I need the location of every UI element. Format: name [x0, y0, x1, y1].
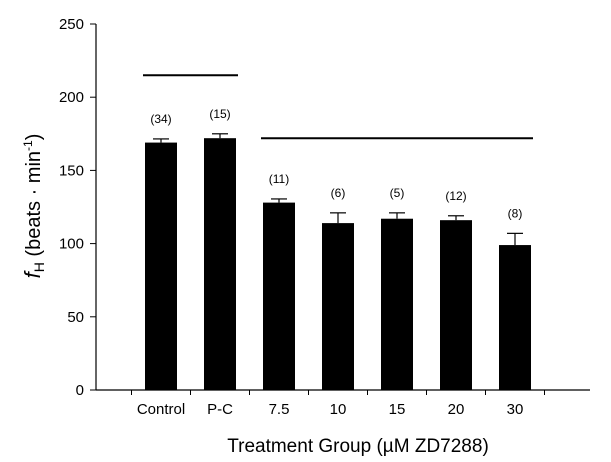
bar — [499, 245, 531, 390]
sample-size-labels: (34) (15) (11) (6) (5) (12) (8) — [150, 107, 522, 221]
x-tick-label: 10 — [330, 401, 347, 418]
y-tick-label: 50 — [67, 309, 84, 326]
y-axis-units-close: ) — [23, 134, 45, 141]
x-tick-label: 7.5 — [269, 401, 290, 418]
x-tick-label: 20 — [448, 401, 465, 418]
bar — [145, 142, 177, 390]
sample-size-label: (15) — [209, 107, 230, 121]
y-tick-label: 0 — [76, 382, 84, 399]
y-tick-label: 200 — [59, 89, 84, 106]
y-tick-labels: 0 50 100 150 200 250 — [59, 16, 84, 399]
sample-size-label: (12) — [445, 189, 466, 203]
bar — [440, 220, 472, 390]
sample-size-label: (11) — [269, 172, 289, 186]
x-tick-label: Control — [137, 401, 185, 418]
y-axis-subscript: H — [31, 262, 47, 272]
sample-size-label: (6) — [331, 186, 346, 200]
y-axis-title: fH (beats · min-1) — [20, 134, 47, 279]
x-tick-label: P-C — [207, 401, 233, 418]
y-axis-units-superscript: -1 — [21, 140, 35, 151]
bar — [322, 223, 354, 390]
y-tick-label: 250 — [59, 16, 84, 33]
x-axis-title: Treatment Group (µM ZD7288) — [227, 436, 489, 457]
grouping-lines — [143, 74, 533, 140]
error-bars — [153, 133, 523, 246]
sample-size-label: (8) — [508, 206, 523, 220]
bar — [381, 218, 413, 390]
x-tick-label: 30 — [507, 401, 524, 418]
y-tick-label: 100 — [59, 236, 84, 253]
bars — [145, 138, 531, 390]
x-tick-label: 15 — [389, 401, 406, 418]
y-axis-symbol: f — [20, 269, 45, 278]
bar — [263, 202, 295, 390]
bar — [204, 138, 236, 390]
y-tick-label: 150 — [59, 162, 84, 179]
y-axis-units: (beats · min — [23, 151, 45, 262]
sample-size-label: (5) — [390, 186, 405, 200]
sample-size-label: (34) — [150, 112, 171, 126]
x-tick-labels: Control P-C 7.5 10 15 20 30 — [137, 401, 524, 418]
